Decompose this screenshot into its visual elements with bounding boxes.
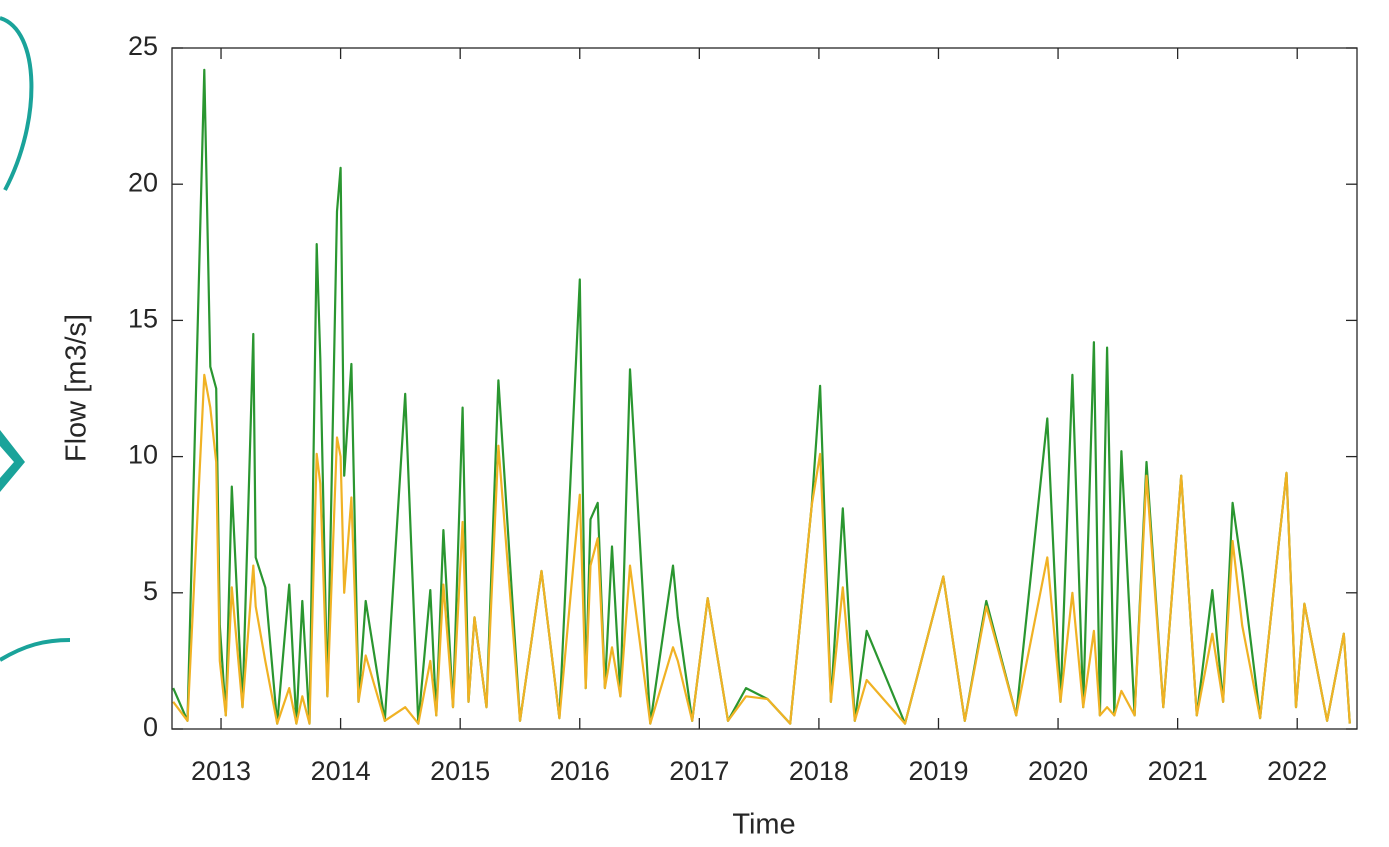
- x-tick-label: 2015: [430, 756, 490, 786]
- decor-arc: [0, 18, 31, 190]
- x-tick-label: 2014: [311, 756, 371, 786]
- series-line: [173, 70, 1350, 724]
- decor-curve: [0, 640, 70, 660]
- x-axis-label: Time: [732, 809, 795, 841]
- x-tick-label: 2022: [1267, 756, 1327, 786]
- x-tick-label: 2018: [789, 756, 849, 786]
- x-tick-label: 2020: [1028, 756, 1088, 786]
- y-tick-label: 10: [128, 440, 158, 470]
- y-tick-label: 0: [143, 712, 158, 742]
- y-tick-label: 20: [128, 167, 158, 197]
- decor-chevron: [0, 430, 25, 492]
- series-line: [173, 375, 1350, 724]
- x-tick-label: 2019: [908, 756, 968, 786]
- y-tick-label: 5: [143, 576, 158, 606]
- y-axis-label: Flow [m3/s]: [61, 314, 93, 462]
- x-tick-label: 2017: [669, 756, 729, 786]
- x-tick-label: 2013: [191, 756, 251, 786]
- x-tick-label: 2016: [550, 756, 610, 786]
- y-tick-label: 15: [128, 304, 158, 334]
- x-tick-label: 2021: [1148, 756, 1208, 786]
- page: {"chart_data": { "type": "line", "x_labe…: [0, 0, 1389, 847]
- chart: Time Flow [m3/s] 0 5 10 15 20 25 2013 2014 2015 2…: [0, 0, 1389, 847]
- y-tick-label: 25: [128, 31, 158, 61]
